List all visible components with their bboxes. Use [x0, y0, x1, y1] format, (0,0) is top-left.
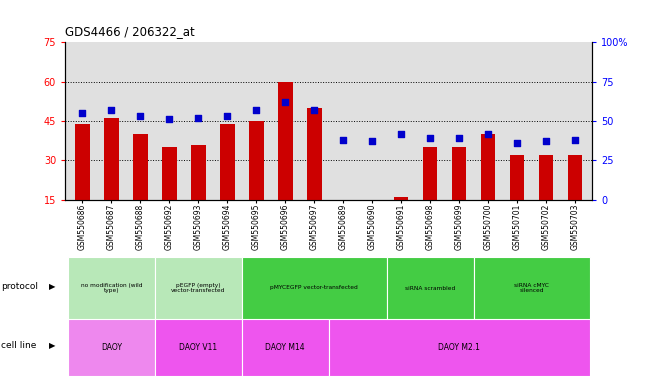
- Text: siRNA scrambled: siRNA scrambled: [405, 285, 455, 291]
- Text: pEGFP (empty)
vector-transfected: pEGFP (empty) vector-transfected: [171, 283, 225, 293]
- Text: DAOY: DAOY: [101, 343, 122, 352]
- Bar: [68, 319, 155, 376]
- Bar: [387, 257, 474, 319]
- Bar: [329, 319, 590, 376]
- Point: [135, 113, 146, 119]
- Point: [396, 131, 406, 137]
- Point: [77, 110, 88, 116]
- Text: siRNA cMYC
silenced: siRNA cMYC silenced: [514, 283, 549, 293]
- Bar: [249, 121, 264, 200]
- Bar: [278, 82, 292, 200]
- Bar: [452, 147, 466, 200]
- Bar: [568, 155, 582, 200]
- Point: [106, 107, 117, 113]
- Point: [193, 115, 204, 121]
- Point: [367, 138, 378, 144]
- Bar: [76, 124, 90, 200]
- Point: [483, 131, 493, 137]
- Bar: [242, 319, 329, 376]
- Bar: [162, 147, 176, 200]
- Text: protocol: protocol: [1, 281, 38, 291]
- Bar: [191, 145, 206, 200]
- Text: GDS4466 / 206322_at: GDS4466 / 206322_at: [65, 25, 195, 38]
- Point: [570, 137, 580, 143]
- Point: [454, 135, 464, 141]
- Point: [425, 135, 436, 141]
- Point: [309, 107, 320, 113]
- Bar: [394, 197, 408, 200]
- Text: DAOY V11: DAOY V11: [179, 343, 217, 352]
- Point: [164, 116, 174, 122]
- Text: cell line: cell line: [1, 341, 36, 350]
- Text: ▶: ▶: [49, 341, 55, 350]
- Point: [512, 140, 522, 146]
- Bar: [104, 118, 118, 200]
- Text: pMYCEGFP vector-transfected: pMYCEGFP vector-transfected: [270, 285, 358, 291]
- Bar: [155, 257, 242, 319]
- Bar: [539, 155, 553, 200]
- Bar: [423, 147, 437, 200]
- Text: ▶: ▶: [49, 281, 55, 291]
- Bar: [68, 257, 155, 319]
- Text: DAOY M2.1: DAOY M2.1: [438, 343, 480, 352]
- Text: DAOY M14: DAOY M14: [266, 343, 305, 352]
- Bar: [133, 134, 148, 200]
- Text: no modification (wild
type): no modification (wild type): [81, 283, 142, 293]
- Bar: [155, 319, 242, 376]
- Point: [280, 99, 290, 105]
- Bar: [510, 155, 524, 200]
- Bar: [307, 108, 322, 200]
- Bar: [481, 134, 495, 200]
- Point: [338, 137, 348, 143]
- Point: [251, 107, 262, 113]
- Bar: [474, 257, 590, 319]
- Point: [541, 138, 551, 144]
- Bar: [242, 257, 387, 319]
- Point: [222, 113, 232, 119]
- Bar: [220, 124, 234, 200]
